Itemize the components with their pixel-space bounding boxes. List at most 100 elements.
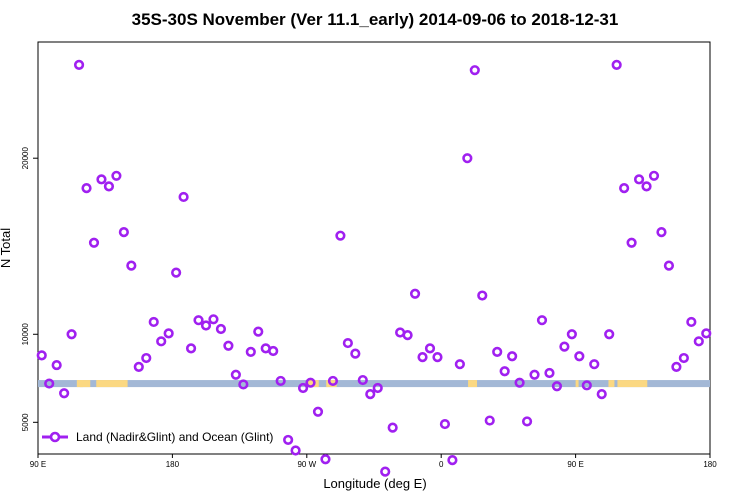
data-points <box>36 59 712 477</box>
data-point <box>283 434 294 446</box>
y-tick-label: 5000 <box>21 413 30 431</box>
data-point <box>484 415 495 426</box>
x-tick-label: 0 <box>439 460 444 469</box>
data-point <box>163 328 174 339</box>
data-point <box>238 379 249 390</box>
data-point <box>320 454 331 465</box>
data-point <box>215 323 227 335</box>
data-point <box>178 191 189 203</box>
data-point <box>297 382 309 394</box>
data-point <box>499 366 510 377</box>
y-tick-label: 20000 <box>21 147 30 170</box>
data-point <box>447 455 458 466</box>
data-point <box>678 352 689 364</box>
data-point <box>596 389 607 400</box>
land-patch <box>617 380 648 388</box>
data-point <box>566 329 577 340</box>
data-point <box>432 352 443 363</box>
data-point <box>365 389 376 400</box>
y-axis-label: N Total <box>0 228 13 268</box>
data-point <box>521 416 533 427</box>
data-point <box>454 359 465 370</box>
data-point <box>245 346 256 357</box>
data-point <box>589 359 600 370</box>
x-tick-label: 180 <box>166 460 180 469</box>
data-point <box>305 377 316 388</box>
data-point <box>111 170 122 181</box>
data-point <box>514 377 525 388</box>
data-point <box>656 227 667 238</box>
data-point <box>350 348 361 359</box>
x-axis: 90 E 180 90 W 0 90 E 180 <box>30 454 717 469</box>
legend-marker <box>49 431 61 443</box>
data-point <box>402 330 413 341</box>
data-point <box>253 326 264 337</box>
data-point <box>59 388 70 399</box>
data-point <box>208 314 219 325</box>
data-point <box>663 260 675 271</box>
data-point <box>387 422 398 433</box>
data-point <box>417 352 428 363</box>
data-point <box>81 183 92 194</box>
data-point <box>156 336 167 347</box>
plot-frame <box>37 41 711 455</box>
data-point <box>492 346 503 357</box>
data-point <box>648 170 660 181</box>
data-point <box>462 153 473 164</box>
data-point <box>185 343 197 354</box>
data-point <box>409 288 421 299</box>
data-point <box>686 316 697 328</box>
data-point <box>200 320 212 331</box>
data-point <box>230 369 241 380</box>
data-point <box>327 375 339 387</box>
data-point <box>581 380 592 391</box>
data-point <box>372 382 383 394</box>
data-point <box>424 343 436 354</box>
data-point <box>171 267 182 278</box>
chart-title: 35S-30S November (Ver 11.1_early) 2014-0… <box>132 10 619 29</box>
data-point <box>290 445 301 456</box>
legend-label: Land (Nadir&Glint) and Ocean (Glint) <box>76 430 273 444</box>
data-point <box>693 336 704 347</box>
data-point <box>507 351 518 362</box>
data-point <box>36 350 47 361</box>
y-tick-label: 10000 <box>21 323 30 346</box>
data-point <box>103 181 115 192</box>
data-point <box>148 316 159 328</box>
data-point <box>633 174 645 185</box>
land-patch <box>79 380 91 388</box>
data-point <box>96 174 107 185</box>
data-point <box>66 329 77 340</box>
data-point <box>312 406 324 417</box>
data-point <box>133 361 144 372</box>
data-point <box>536 315 548 326</box>
data-point <box>559 341 570 352</box>
data-point <box>193 315 204 326</box>
data-point <box>701 328 712 339</box>
data-point <box>439 418 451 430</box>
x-tick-label: 180 <box>703 460 717 469</box>
data-point <box>335 230 346 241</box>
data-point <box>604 329 615 340</box>
ocean-band <box>38 380 710 388</box>
data-point <box>44 378 55 389</box>
land-patch <box>575 380 579 388</box>
data-point <box>118 227 129 238</box>
data-point <box>619 183 630 194</box>
data-point <box>141 352 152 364</box>
data-point <box>611 59 622 70</box>
data-point <box>88 237 100 248</box>
data-point <box>342 337 353 349</box>
legend: Land (Nadir&Glint) and Ocean (Glint) <box>42 430 273 444</box>
data-point <box>477 290 488 301</box>
data-point <box>357 374 368 386</box>
x-tick-label: 90 E <box>30 460 46 469</box>
data-point <box>671 361 682 372</box>
data-point <box>275 375 286 387</box>
data-point <box>51 359 62 371</box>
land-patch <box>468 380 478 388</box>
data-point <box>529 369 540 380</box>
x-axis-label: Longitude (deg E) <box>323 476 426 491</box>
data-point <box>544 367 555 379</box>
